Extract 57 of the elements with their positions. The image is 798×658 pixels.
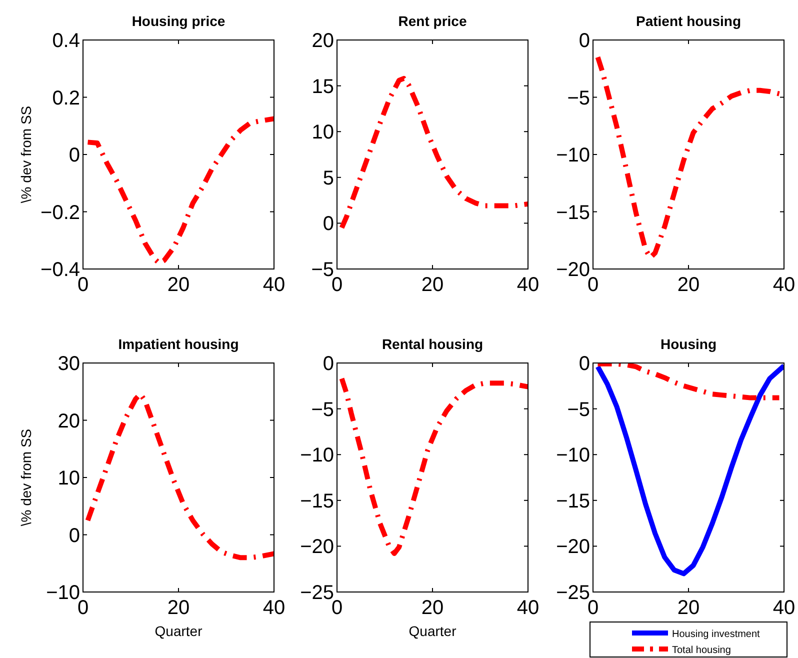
x-tick-label: 20 <box>167 274 190 296</box>
y-tick-label: 20 <box>58 410 80 432</box>
y-tick-label: −10 <box>300 444 334 467</box>
chart-title: Rental housing <box>382 336 484 352</box>
y-tick-label: 0 <box>68 524 80 547</box>
x-tick-label: 40 <box>516 274 540 296</box>
chart-title: Housing price <box>132 13 226 29</box>
chart-title: Rent price <box>398 13 467 29</box>
y-tick-label: −20 <box>556 536 590 558</box>
y-tick-label: −15 <box>556 490 590 512</box>
y-tick-label: 0 <box>68 144 80 166</box>
x-axis-title: Quarter <box>408 623 457 639</box>
legend-label: Total housing <box>672 645 731 656</box>
y-tick-label: −15 <box>556 202 590 224</box>
chart-title: Housing <box>660 336 716 352</box>
y-tick-label: −15 <box>300 490 334 512</box>
chart-title: Patient housing <box>636 13 741 29</box>
y-tick-label: 20 <box>312 30 334 52</box>
y-tick-label: −25 <box>300 582 334 604</box>
y-tick-label: 0.2 <box>52 87 80 110</box>
y-tick-label: 10 <box>58 468 80 490</box>
x-tick-label: 20 <box>677 597 700 619</box>
chart-title: Impatient housing <box>118 336 239 352</box>
y-tick-label: 15 <box>312 76 334 98</box>
y-axis-title: \% dev from SS <box>18 106 34 204</box>
x-tick-label: 40 <box>262 274 286 296</box>
y-tick-label: 5 <box>322 167 334 190</box>
y-tick-label: 10 <box>312 122 334 144</box>
x-tick-label: 40 <box>772 597 796 619</box>
y-tick-label: −5 <box>311 398 334 421</box>
legend-label: Housing investment <box>672 629 760 640</box>
y-tick-label: 0 <box>578 353 590 375</box>
y-tick-label: −10 <box>556 444 590 467</box>
x-tick-label: 40 <box>772 274 796 296</box>
y-tick-label: 0.4 <box>52 30 80 52</box>
x-axis-title: Quarter <box>154 623 203 639</box>
y-tick-label: 0 <box>578 30 590 52</box>
y-tick-label: −25 <box>556 582 590 604</box>
x-tick-label: 40 <box>262 597 286 619</box>
x-tick-label: 20 <box>677 274 700 296</box>
y-tick-label: −10 <box>46 582 80 604</box>
y-tick-label: −5 <box>311 259 334 281</box>
y-tick-label: −20 <box>300 536 334 558</box>
y-tick-label: −0.4 <box>40 259 80 281</box>
y-tick-label: 30 <box>58 353 80 375</box>
y-tick-label: −5 <box>567 398 590 421</box>
x-tick-label: 20 <box>421 597 444 619</box>
y-tick-label: −0.2 <box>40 202 80 224</box>
x-tick-label: 20 <box>421 274 444 296</box>
y-tick-label: 0 <box>322 213 334 236</box>
y-tick-label: 0 <box>322 353 334 375</box>
x-tick-label: 40 <box>516 597 540 619</box>
y-tick-label: −5 <box>567 87 590 110</box>
x-tick-label: 20 <box>167 597 190 619</box>
y-axis-title: \% dev from SS <box>18 428 34 526</box>
y-tick-label: −20 <box>556 259 590 281</box>
y-tick-label: −10 <box>556 144 590 166</box>
